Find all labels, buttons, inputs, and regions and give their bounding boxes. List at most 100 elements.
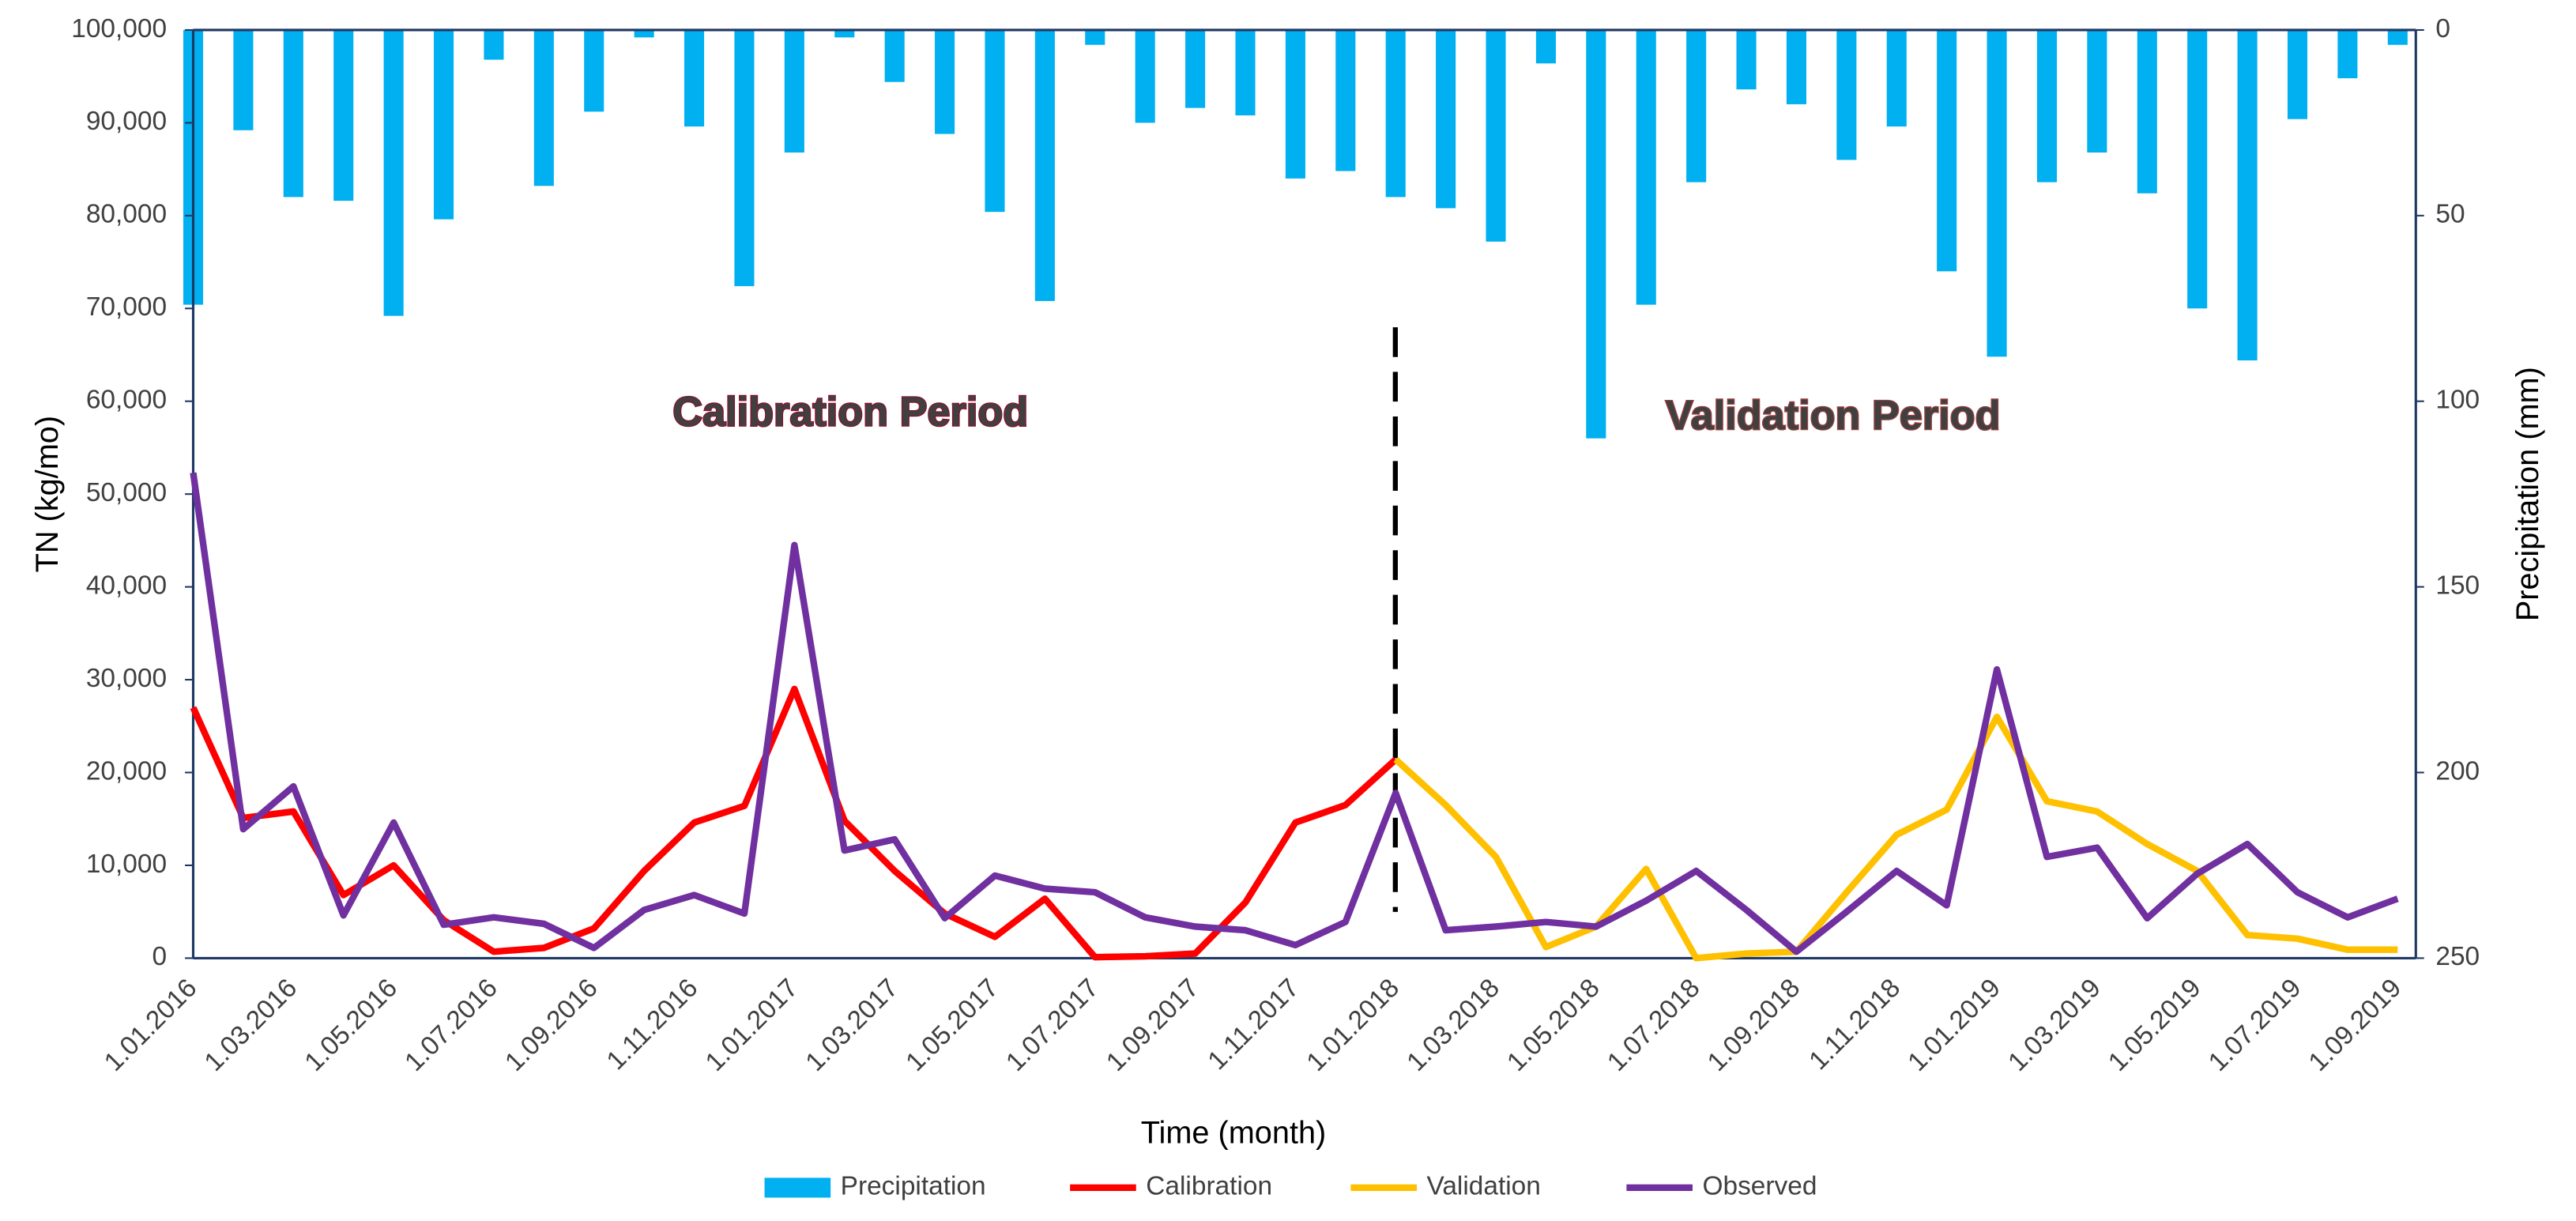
bar bbox=[1636, 29, 1656, 305]
bar bbox=[333, 29, 354, 202]
y-tick-label: 20,000 bbox=[86, 756, 167, 786]
x-tick-label: 1.07.2018 bbox=[1602, 974, 1705, 1077]
y2-tick-label: 250 bbox=[2435, 942, 2480, 971]
bar bbox=[2137, 29, 2157, 194]
x-tick-label: 1.01.2016 bbox=[99, 974, 202, 1077]
bar bbox=[584, 29, 604, 112]
x-tick-label: 1.09.2019 bbox=[2303, 974, 2407, 1077]
bar bbox=[2387, 29, 2408, 45]
bar bbox=[634, 29, 654, 38]
y-tick-label: 10,000 bbox=[86, 850, 167, 879]
bar bbox=[2237, 29, 2258, 361]
legend-item: Precipitation bbox=[764, 1172, 986, 1201]
annotation: Validation Period bbox=[1666, 393, 2001, 439]
legend-item: Calibration bbox=[1070, 1172, 1272, 1201]
bar bbox=[1385, 29, 1406, 198]
x-tick-label: 1.07.2017 bbox=[1000, 974, 1104, 1077]
x-axis-title: Time (month) bbox=[1141, 1115, 1326, 1150]
bar bbox=[1335, 29, 1356, 171]
bar bbox=[1535, 29, 1556, 64]
bar bbox=[2087, 29, 2107, 153]
bar bbox=[935, 29, 955, 134]
bar bbox=[1736, 29, 1757, 90]
x-tick-label: 1.07.2019 bbox=[2203, 974, 2307, 1077]
bar bbox=[2287, 29, 2308, 119]
bar bbox=[1135, 29, 1155, 123]
y2-tick-label: 150 bbox=[2435, 571, 2480, 600]
bar bbox=[1486, 29, 1506, 242]
x-tick-label: 1.11.2017 bbox=[1203, 974, 1305, 1076]
y-tick-label: 70,000 bbox=[86, 292, 167, 322]
x-tick-label: 1.03.2016 bbox=[199, 974, 303, 1077]
x-tick-label: 1.01.2018 bbox=[1301, 974, 1405, 1077]
bar bbox=[2187, 29, 2208, 309]
bar bbox=[1987, 29, 2007, 357]
bar bbox=[1436, 29, 1456, 209]
legend-swatch bbox=[764, 1178, 831, 1198]
legend-label: Observed bbox=[1703, 1172, 1817, 1201]
legend-label: Calibration bbox=[1146, 1172, 1272, 1201]
bar bbox=[233, 29, 254, 130]
bar bbox=[684, 29, 705, 127]
annotation: Calibration Period bbox=[672, 390, 1028, 435]
y-tick-label: 50,000 bbox=[86, 478, 167, 507]
y-tick-label: 30,000 bbox=[86, 664, 167, 693]
y-axis-title: TN (kg/mo) bbox=[30, 416, 65, 572]
bar bbox=[1686, 29, 1707, 183]
x-tick-label: 1.07.2016 bbox=[400, 974, 503, 1077]
x-tick-label: 1.09.2016 bbox=[499, 974, 603, 1077]
bar bbox=[884, 29, 905, 82]
y-tick-label: 60,000 bbox=[86, 386, 167, 415]
bar bbox=[484, 29, 504, 60]
x-tick-label: 1.05.2018 bbox=[1501, 974, 1605, 1077]
bar bbox=[2036, 29, 2058, 183]
bar bbox=[1085, 29, 1105, 45]
x-tick-label: 1.11.2018 bbox=[1804, 974, 1907, 1076]
legend-item: Validation bbox=[1350, 1172, 1541, 1201]
y2-tick-label: 100 bbox=[2435, 386, 2480, 415]
line bbox=[1393, 713, 2398, 962]
y2-tick-label: 0 bbox=[2435, 14, 2450, 43]
x-tick-label: 1.09.2018 bbox=[1702, 974, 1806, 1077]
legend-label: Precipitation bbox=[841, 1172, 986, 1201]
bar bbox=[1235, 29, 1256, 116]
y-tick-label: 0 bbox=[152, 942, 167, 971]
bar bbox=[1586, 29, 1606, 439]
x-tick-label: 1.01.2019 bbox=[1903, 974, 2006, 1077]
bar bbox=[1786, 29, 1806, 104]
y-tick-label: 40,000 bbox=[86, 571, 167, 600]
legend-item: Observed bbox=[1626, 1172, 1817, 1201]
x-tick-label: 1.11.2016 bbox=[601, 974, 704, 1076]
y-tick-label: 90,000 bbox=[86, 107, 167, 136]
bar bbox=[1185, 29, 1206, 108]
bar bbox=[784, 29, 804, 153]
bar bbox=[834, 29, 855, 38]
x-tick-label: 1.05.2017 bbox=[901, 974, 1004, 1077]
bar bbox=[1285, 29, 1305, 179]
bar bbox=[283, 29, 303, 198]
bar bbox=[1836, 29, 1857, 160]
legend-label: Validation bbox=[1427, 1172, 1541, 1201]
x-tick-label: 1.03.2017 bbox=[800, 974, 904, 1077]
y2-axis-title: Precipitation (mm) bbox=[2510, 367, 2545, 621]
line bbox=[190, 685, 1399, 961]
x-tick-label: 1.05.2019 bbox=[2103, 974, 2206, 1077]
bar bbox=[2337, 29, 2358, 79]
bar bbox=[383, 29, 404, 316]
bar bbox=[734, 29, 755, 287]
x-tick-label: 1.05.2016 bbox=[299, 974, 403, 1077]
y-tick-label: 80,000 bbox=[86, 200, 167, 229]
x-tick-label: 1.01.2017 bbox=[700, 974, 804, 1077]
bar bbox=[1937, 29, 1957, 272]
line bbox=[190, 472, 2399, 955]
x-tick-label: 1.09.2017 bbox=[1101, 974, 1204, 1077]
bar bbox=[533, 29, 554, 187]
y2-tick-label: 50 bbox=[2435, 200, 2465, 229]
bar bbox=[1034, 29, 1055, 301]
bar bbox=[985, 29, 1005, 213]
y-tick-label: 100,000 bbox=[71, 14, 167, 43]
x-tick-label: 1.03.2018 bbox=[1402, 974, 1505, 1077]
y2-tick-label: 200 bbox=[2435, 756, 2480, 786]
x-tick-label: 1.03.2019 bbox=[2002, 974, 2106, 1077]
